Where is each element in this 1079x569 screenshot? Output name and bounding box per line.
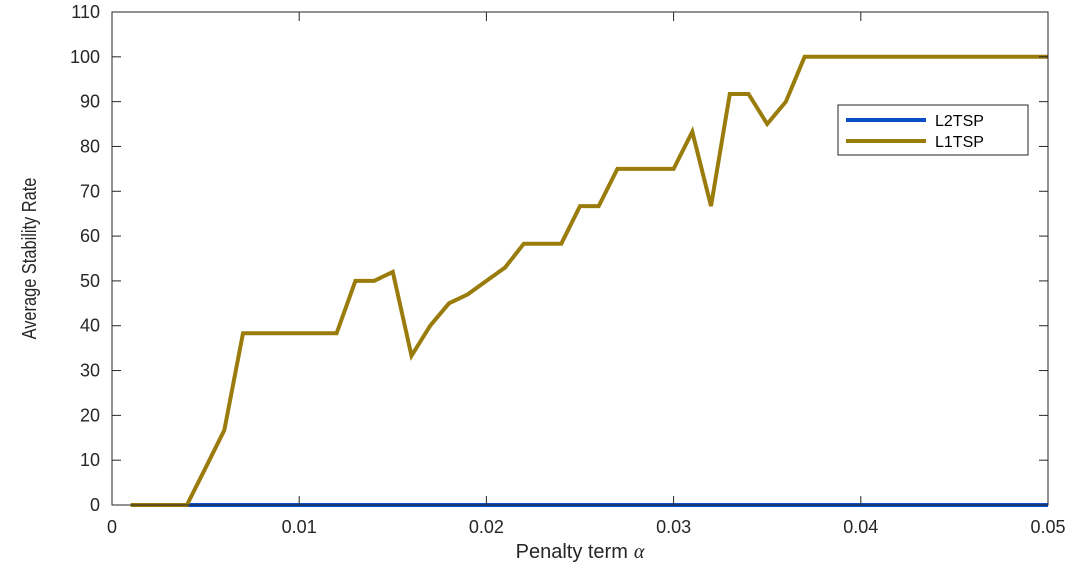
y-tick-label: 60: [80, 226, 100, 246]
legend-label: L2TSP: [935, 113, 984, 130]
x-axis-label-text: Penalty term: [516, 541, 628, 563]
y-tick-label: 30: [80, 361, 100, 381]
series-line-l1tsp: [130, 54, 1048, 507]
y-tick-label: 20: [80, 405, 100, 425]
tick-labels: 0 0.01 0.02 0.03 0.04 0.05 0 10 20 30 40 50 60 70 80 90…: [70, 2, 1066, 537]
legend-label: L1TSP: [935, 134, 984, 151]
y-tick-label: 0: [90, 495, 100, 515]
x-tick-label: 0.04: [843, 517, 878, 537]
x-tick-label: 0.05: [1030, 517, 1065, 537]
plot-frame: [111, 11, 1049, 506]
x-tick-label: 0: [107, 517, 117, 537]
y-tick-label: 50: [80, 271, 100, 291]
y-tick-label: 100: [70, 47, 100, 67]
y-tick-label: 40: [80, 316, 100, 336]
legend: L2TSP L1TSP: [837, 104, 1029, 156]
axes: [111, 11, 1049, 506]
x-axis-label-symbol: α: [634, 541, 645, 563]
y-tick-label: 70: [80, 181, 100, 201]
x-tick-label: 0.01: [282, 517, 317, 537]
y-tick-label: 80: [80, 136, 100, 156]
y-tick-label: 110: [71, 2, 100, 22]
legend-box: [837, 104, 1029, 156]
x-axis-label: Penalty term α: [516, 541, 645, 563]
x-tick-label: 0.02: [469, 517, 504, 537]
y-tick-label: 90: [80, 92, 100, 112]
x-tick-label: 0.03: [656, 517, 691, 537]
y-tick-label: 10: [80, 450, 100, 470]
y-axis-label: Average Stability Rate: [17, 178, 40, 340]
